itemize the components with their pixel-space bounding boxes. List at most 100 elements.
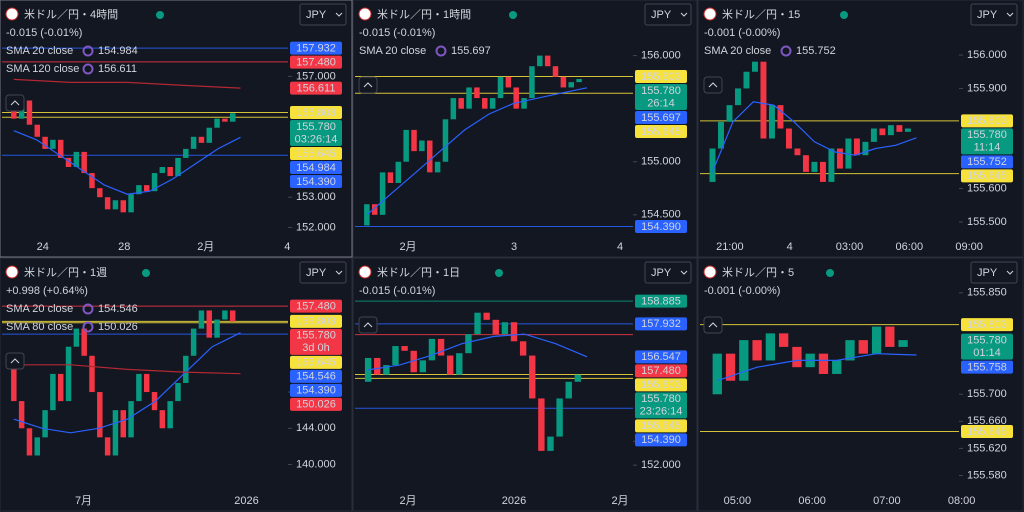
x-tick-label: 07:00 (873, 495, 901, 507)
price-tag (961, 333, 1013, 360)
candle (483, 312, 490, 320)
collapse-arrow (363, 322, 373, 328)
currency-label[interactable]: JPY (306, 267, 327, 279)
candle (175, 382, 181, 402)
collapse-button[interactable] (358, 76, 378, 94)
y-tick-label: 156.000 (967, 49, 1007, 61)
candle (371, 204, 378, 215)
candle (34, 124, 41, 137)
countdown: 23:26:14 (640, 406, 683, 418)
candle (81, 328, 87, 356)
candle (143, 373, 150, 393)
candle (428, 338, 436, 361)
price-tag-label: 155.780 (967, 129, 1007, 141)
currency-label[interactable]: JPY (651, 267, 672, 279)
candle (510, 322, 518, 342)
flag-icon (5, 7, 19, 21)
price-tag-label: 155.803 (296, 107, 336, 119)
currency-select[interactable] (970, 3, 1018, 26)
price-change: -0.001 (-0.00%) (704, 27, 780, 39)
x-tick-label: 28 (118, 241, 130, 253)
candle (768, 105, 775, 139)
candle (419, 140, 425, 152)
price-change: +0.998 (+0.64%) (6, 285, 88, 297)
candle (374, 357, 381, 375)
sma-line (366, 87, 588, 216)
flag-icon (703, 265, 717, 279)
candle (537, 55, 543, 67)
candle (489, 98, 496, 109)
chart-panel[interactable]: 156.000 155.900 155.600 155.500 21:00 4 03:00 0… (697, 0, 1024, 258)
collapse-arrow (10, 100, 20, 106)
y-tick-label: 140.000 (296, 458, 336, 470)
candle (492, 319, 499, 335)
currency-label[interactable]: JPY (306, 9, 327, 21)
currency-select[interactable] (299, 261, 347, 284)
countdown: 3d 0h (302, 342, 330, 354)
candle (513, 87, 519, 109)
candle (143, 185, 150, 192)
indicator-icon[interactable] (780, 45, 792, 57)
price-tag (290, 147, 342, 161)
currency-select[interactable] (644, 261, 692, 284)
candle (167, 401, 173, 429)
collapse-button[interactable] (358, 316, 378, 334)
candle (364, 204, 370, 226)
flag-icon (358, 265, 372, 279)
currency-select[interactable] (644, 3, 692, 26)
candle (395, 161, 402, 183)
y-tick-label: 155.660 (967, 415, 1007, 427)
collapse-button[interactable] (703, 316, 723, 334)
price-tag-label: 150.026 (296, 399, 336, 411)
flag-icon (5, 265, 19, 279)
indicator-icon[interactable] (82, 303, 94, 315)
status-dot (142, 269, 150, 277)
chart-panel[interactable]: 156.000 155.000 154.500 2月 3 4 155.803 155.7802… (352, 0, 698, 258)
collapse-arrow (708, 82, 718, 88)
price-change: -0.001 (-0.00%) (704, 285, 780, 297)
collapse-button[interactable] (5, 94, 25, 112)
currency-label[interactable]: JPY (977, 267, 998, 279)
candle (18, 401, 25, 429)
indicator-icon[interactable] (82, 45, 94, 57)
candle (568, 82, 574, 88)
indicator-name: SMA 20 close (704, 45, 771, 57)
currency-label[interactable]: JPY (651, 9, 672, 21)
select-arrow (335, 270, 343, 275)
candle (136, 373, 142, 402)
collapse-button[interactable] (703, 76, 723, 94)
currency-select[interactable] (970, 261, 1018, 284)
price-tag (635, 350, 687, 364)
price-tag (290, 355, 342, 369)
collapse-button[interactable] (5, 352, 25, 370)
chart-panel[interactable]: 153.000152.0002月20262月158.885157.932156.… (352, 257, 698, 512)
plot (355, 300, 633, 451)
symbol-title: 米ドル／円・1日 (377, 266, 460, 279)
select-arrow (1006, 12, 1014, 17)
currency-label[interactable]: JPY (977, 9, 998, 21)
price-tag-label: 155.803 (641, 379, 681, 391)
chart-panel[interactable]: 157.000 153.000 152.000 24 28 2月 4 157.932 157.4… (0, 0, 353, 258)
price-change: -0.015 (-0.01%) (6, 27, 82, 39)
chart-panel[interactable]: 155.850 155.700 155.660 155.620 155.580 05:00… (697, 257, 1024, 512)
indicator-icon[interactable] (82, 321, 94, 333)
indicator-icon[interactable] (82, 63, 94, 75)
price-tag-label: 155.645 (296, 148, 336, 160)
price-tag-label: 155.697 (641, 112, 681, 124)
indicator-icon[interactable] (435, 45, 447, 57)
candle (519, 341, 527, 356)
currency-select[interactable] (299, 3, 347, 26)
indicator-name: SMA 20 close (359, 45, 426, 57)
candle (73, 328, 80, 347)
x-tick-label: 4 (787, 241, 793, 253)
price-change: -0.015 (-0.01%) (359, 27, 435, 39)
select-arrow (680, 12, 688, 17)
candle (167, 167, 173, 177)
price-tag-label: 155.645 (967, 170, 1007, 182)
chart-panel[interactable]: 148.000144.000140.0007月2026157.480155.80… (0, 257, 353, 512)
candle (819, 161, 826, 182)
price-tag (290, 383, 342, 397)
countdown: 01:14 (973, 347, 1001, 359)
plot (700, 324, 959, 432)
price-tag (290, 328, 342, 355)
